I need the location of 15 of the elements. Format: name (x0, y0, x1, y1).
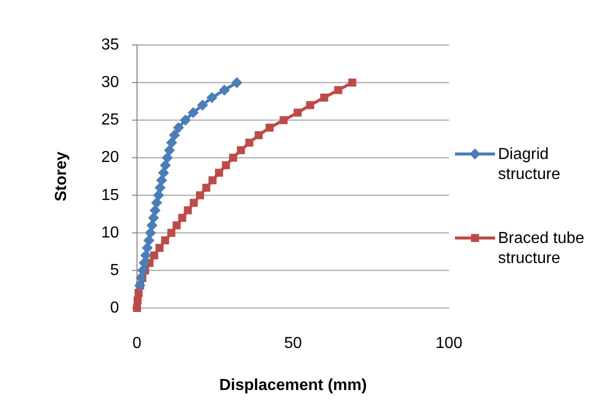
y-tick-label: 25 (101, 112, 120, 129)
x-tick-label: 0 (132, 335, 142, 352)
y-tick-label: 15 (101, 186, 120, 204)
x-axis-title: Displacement (mm) (219, 377, 367, 394)
legend-label: Braced tube structure (498, 230, 584, 266)
y-axis-title: Storey (53, 152, 70, 202)
x-tick-label: 100 (436, 335, 462, 352)
x-tick-label: 50 (284, 335, 302, 352)
y-tick-label: 20 (101, 149, 120, 166)
y-tick-label: 5 (110, 262, 120, 279)
y-tick-label: 0 (110, 300, 120, 316)
y-tick-label: 10 (101, 224, 120, 242)
legend-label: Diagrid structure (498, 146, 560, 182)
y-tick-label: 30 (101, 74, 120, 92)
y-tick-label: 35 (101, 36, 120, 54)
